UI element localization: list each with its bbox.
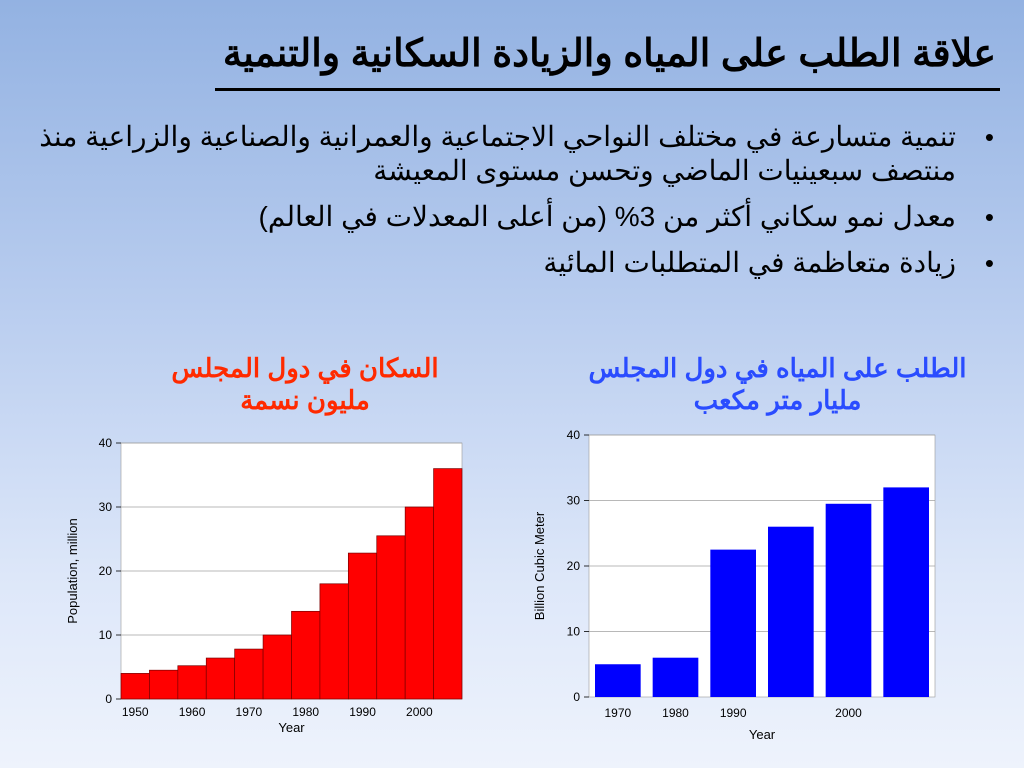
water-bar	[825, 503, 872, 697]
water-y-axis-title: Billion Cubic Meter	[532, 511, 547, 620]
population-chart-title: السكان في دول المجلس مليون نسمة	[160, 352, 450, 416]
bullet-text: معدل نمو سكاني أكثر من 3% (من أعلى المعد…	[258, 201, 957, 232]
population-bar	[205, 657, 236, 700]
water-y-tick-label: 10	[567, 625, 581, 639]
bullet-marker: •	[984, 122, 994, 152]
water-bar	[595, 664, 641, 697]
population-x-tick-label: 1960	[179, 705, 206, 719]
water-chart-heading: الطلب على المياه في دول المجلس	[588, 353, 967, 383]
population-y-tick-label: 0	[105, 692, 112, 706]
water-x-axis-title: Year	[749, 727, 776, 742]
population-bar	[433, 468, 463, 700]
population-x-axis-title: Year	[278, 720, 305, 735]
water-y-tick-label: 30	[567, 494, 581, 508]
population-x-tick-label: 1980	[292, 705, 319, 719]
bullet-text: تنمية متسارعة في مختلف النواحي الاجتماعي…	[39, 121, 956, 186]
population-bar	[319, 583, 349, 700]
population-bar	[149, 669, 179, 700]
bullet-marker: •	[984, 202, 994, 232]
bullet-item: • زيادة متعاظمة في المتطلبات المائية	[36, 246, 994, 280]
bullet-item: • تنمية متسارعة في مختلف النواحي الاجتما…	[36, 120, 994, 188]
population-chart-heading: السكان في دول المجلس	[171, 353, 439, 383]
population-bar	[234, 648, 264, 700]
population-x-tick-label: 1970	[236, 705, 263, 719]
population-bar	[120, 673, 150, 700]
population-bar	[291, 610, 321, 700]
water-y-tick-label: 20	[567, 559, 581, 573]
population-bar	[262, 634, 292, 700]
water-y-tick-label: 40	[567, 428, 581, 442]
water-x-tick-label: 1970	[604, 706, 631, 720]
water-bar	[768, 526, 814, 697]
population-bar	[177, 665, 207, 700]
title-underline	[215, 88, 1000, 91]
bullet-list: • تنمية متسارعة في مختلف النواحي الاجتما…	[36, 120, 995, 292]
water-x-tick-label: 1990	[720, 706, 747, 720]
population-x-tick-label: 1990	[349, 705, 376, 719]
water-y-tick-label: 0	[573, 690, 580, 704]
water-bar	[652, 657, 699, 697]
water-bar	[883, 487, 929, 697]
water-chart-unit: مليار متر مكعب	[693, 385, 862, 415]
population-y-tick-label: 40	[99, 436, 113, 450]
bullet-item: • معدل نمو سكاني أكثر من 3% (من أعلى الم…	[36, 200, 995, 234]
water-bar	[710, 549, 756, 697]
slide-title: علاقة الطلب على المياه والزيادة السكانية…	[222, 33, 996, 75]
bullet-text: زيادة متعاظمة في المتطلبات المائية	[543, 247, 956, 278]
bullet-marker: •	[984, 248, 994, 278]
population-y-tick-label: 20	[99, 564, 113, 578]
population-x-tick-label: 2000	[406, 705, 433, 719]
water-x-tick-label: 2000	[835, 706, 862, 720]
population-bar	[347, 552, 378, 700]
water-x-tick-label: 1980	[662, 706, 689, 720]
population-bar	[376, 535, 406, 700]
population-y-tick-label: 30	[99, 500, 113, 514]
population-y-axis-title: Population, million	[65, 518, 80, 624]
population-chart-unit: مليون نسمة	[240, 385, 370, 415]
population-x-tick-label: 1950	[122, 705, 149, 719]
water-chart-title: الطلب على المياه في دول المجلس مليار متر…	[575, 352, 980, 416]
population-bar	[404, 506, 434, 700]
population-y-tick-label: 10	[99, 628, 113, 642]
